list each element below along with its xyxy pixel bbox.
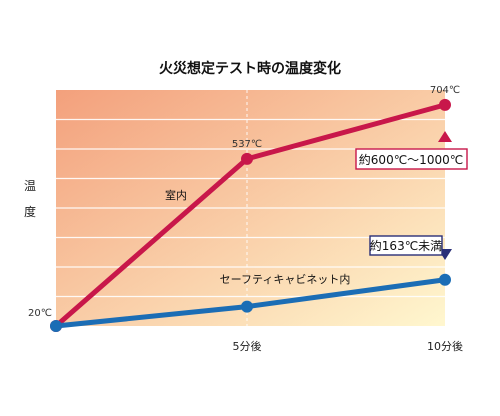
lower-range-callout-text: 約163℃未満 bbox=[370, 238, 442, 253]
series-0-point-label-1: 537℃ bbox=[232, 139, 262, 150]
x-tick-label-10min: 10分後 bbox=[427, 339, 463, 353]
upper-range-callout-box bbox=[355, 148, 468, 170]
lower-range-callout-box bbox=[369, 235, 443, 256]
series-1-point-0 bbox=[50, 320, 62, 332]
y-axis-label-char-1: 温 bbox=[24, 179, 36, 193]
callouts: 約600℃〜1000℃ 約163℃未満 bbox=[355, 131, 468, 260]
upper-range-arrow-up bbox=[438, 131, 452, 142]
y-axis-label-char-2: 度 bbox=[24, 204, 36, 219]
series-1-point-1 bbox=[241, 300, 253, 313]
upper-range-callout-text: 約600℃〜1000℃ bbox=[359, 152, 463, 167]
series-0-point-1 bbox=[241, 152, 253, 165]
chart-title: 火災想定テスト時の温度変化 bbox=[159, 60, 341, 77]
series-label-1: セーフティキャビネット内 bbox=[220, 272, 351, 286]
series-0-point-2 bbox=[439, 98, 451, 111]
series-1-point-2 bbox=[439, 273, 451, 286]
grid-lines bbox=[56, 90, 445, 326]
series-0-point-label-2: 704℃ bbox=[430, 85, 460, 96]
series-points: 20℃ 537℃ 704℃ bbox=[28, 85, 460, 332]
series-label-0: 室内 bbox=[165, 188, 187, 202]
series-0-point-label-0: 20℃ bbox=[28, 308, 52, 319]
x-tick-label-5min: 5分後 bbox=[233, 339, 262, 353]
